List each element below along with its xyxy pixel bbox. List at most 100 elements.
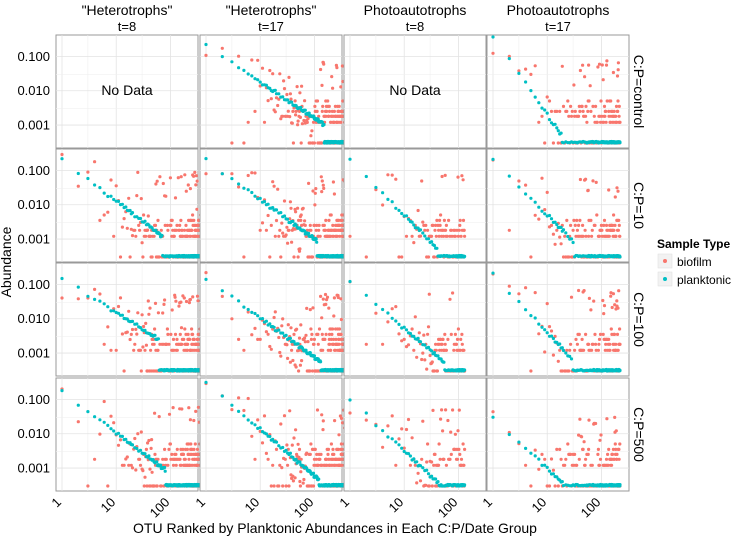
biofilm-point [573,349,576,352]
biofilm-point [230,172,233,175]
planktonic-point [508,57,511,60]
biofilm-point [320,84,323,87]
biofilm-point [250,58,253,61]
biofilm-point [329,349,332,352]
biofilm-point [137,224,140,227]
biofilm-point [335,66,338,69]
biofilm-point [305,307,308,310]
biofilm-point [618,115,621,118]
biofilm-point [617,68,620,71]
planktonic-point [386,198,389,201]
biofilm-point [267,458,270,461]
biofilm-point [339,121,342,124]
biofilm-point [550,329,553,332]
biofilm-point [285,93,288,96]
biofilm-point [140,369,143,372]
planktonic-point [131,211,134,214]
panel-frame [487,149,629,262]
biofilm-point [605,121,608,124]
biofilm-point [454,333,457,336]
biofilm-point [141,313,144,316]
planktonic-point [250,311,253,314]
planktonic-point [405,328,408,331]
biofilm-point [157,311,160,314]
biofilm-point [567,369,570,372]
biofilm-point [312,343,315,346]
biofilm-point [274,110,277,113]
facet-panel-cp10-het17 [200,149,354,262]
biofilm-point [296,123,299,126]
facet-panel-cp100-pho8 [344,263,486,376]
biofilm-point [330,75,333,78]
biofilm-point [184,224,187,227]
biofilm-point [271,72,274,75]
planktonic-point [411,221,414,224]
planktonic-point [543,108,546,111]
biofilm-point [508,285,511,288]
biofilm-point [565,110,568,113]
biofilm-point [430,235,433,238]
planktonic-point [253,195,256,198]
planktonic-point [534,316,537,319]
biofilm-point [615,105,618,108]
biofilm-point [459,338,462,341]
biofilm-point [296,207,299,210]
biofilm-point [587,99,590,102]
biofilm-point [98,219,101,222]
biofilm-point [291,359,294,362]
biofilm-point [279,355,282,358]
biofilm-point [143,349,146,352]
biofilm-point [144,235,147,238]
biofilm-point [183,229,186,232]
biofilm-point [60,296,63,299]
planktonic-point [436,354,439,357]
biofilm-point [284,458,287,461]
biofilm-point [103,213,106,216]
biofilm-point [141,469,144,472]
biofilm-point [560,242,563,245]
planktonic-point [121,314,124,317]
biofilm-point [256,418,259,421]
biofilm-point [330,333,333,336]
planktonic-point [274,89,277,92]
biofilm-point [167,448,170,451]
planktonic-point [112,429,115,432]
biofilm-point [546,191,549,194]
biofilm-point [618,224,621,227]
biofilm-point [558,236,561,239]
biofilm-point [443,219,446,222]
biofilm-point [166,464,169,467]
biofilm-point [156,219,159,222]
biofilm-point [182,453,185,456]
biofilm-point [555,110,558,113]
planktonic-point [412,223,415,226]
biofilm-point [601,63,604,66]
planktonic-point [268,435,271,438]
biofilm-point [581,338,584,341]
biofilm-point [154,224,157,227]
biofilm-point [614,115,617,118]
biofilm-point [145,448,148,451]
biofilm-point [491,52,494,55]
biofilm-point [285,343,288,346]
biofilm-point [338,343,341,346]
biofilm-point [548,325,551,328]
biofilm-point [267,333,270,336]
biofilm-point [294,99,297,102]
planktonic-point [237,182,240,185]
biofilm-point [279,422,282,425]
biofilm-point [615,186,618,189]
planktonic-point [540,326,543,329]
biofilm-point [103,343,106,346]
biofilm-point [332,453,335,456]
biofilm-point [309,327,312,330]
biofilm-point [191,295,194,298]
biofilm-point [183,327,186,330]
planktonic-point [259,197,262,200]
biofilm-point [327,307,330,310]
biofilm-point [121,332,124,335]
biofilm-point [324,293,327,296]
planktonic-point [540,210,543,213]
biofilm-point [194,183,197,186]
biofilm-point [151,255,154,258]
